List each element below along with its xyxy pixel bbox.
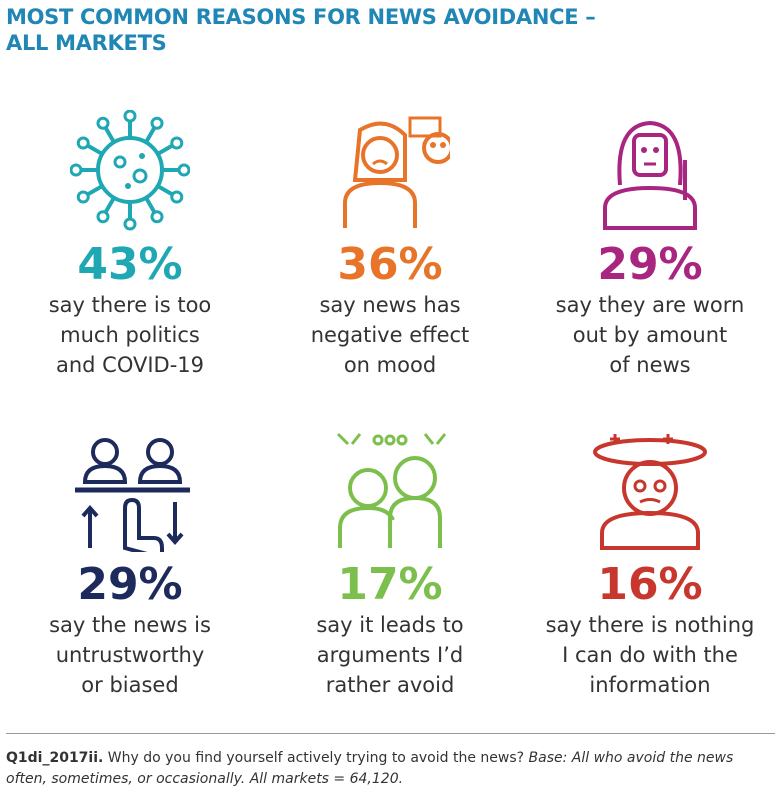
percentage: 36% — [337, 239, 443, 290]
percentage: 17% — [337, 559, 443, 610]
icon — [70, 110, 190, 231]
footnote-code: Q1di_2017ii. — [6, 750, 104, 766]
percentage: 29% — [597, 239, 703, 290]
description-line: say it leads to — [316, 613, 464, 637]
description-line: say there is too — [48, 293, 212, 317]
description-line: say there is nothing — [545, 613, 755, 637]
description-line: information — [589, 673, 711, 697]
description-line: say the news is — [49, 613, 211, 637]
percentage: 16% — [597, 559, 703, 610]
percentage: 43% — [77, 239, 183, 290]
reason-card: 36% say news has negative effect on mood — [260, 110, 520, 380]
description-line: say news has — [319, 293, 461, 317]
footnote-question: Why do you find yourself actively trying… — [107, 750, 525, 766]
reason-card: 17% say it leads to arguments I’d rather av… — [260, 430, 520, 700]
icon — [593, 434, 707, 550]
description-line: I can do with the — [562, 643, 738, 667]
title-line: ALL MARKETS — [6, 31, 167, 55]
footnote: Q1di_2017ii. Why do you find yourself ac… — [6, 748, 766, 790]
percentage: 29% — [77, 559, 183, 610]
icon — [75, 438, 190, 552]
reason-card: 16% say there is nothing I can do with the… — [520, 430, 780, 700]
title: MOST COMMON REASONS FOR NEWS AVOIDANCE –… — [6, 4, 596, 56]
description-line: rather avoid — [325, 673, 455, 697]
icon — [343, 116, 450, 228]
description-line: and COVID-19 — [55, 353, 205, 377]
footnote-base: Base: All who avoid the news often, some… — [6, 750, 734, 787]
description-line: arguments I’d — [316, 643, 464, 667]
description-line: untrustworthy — [55, 643, 205, 667]
icon — [603, 120, 697, 230]
reason-card: 43% say there is too much politics and COVI… — [0, 110, 260, 380]
description-line: much politics — [60, 323, 200, 347]
description-line: negative effect — [310, 323, 470, 347]
description-line: out by amount — [572, 323, 728, 347]
icon — [336, 432, 447, 548]
reason-card: 29% say the news is untrustworthy or biased — [0, 430, 260, 700]
reason-card: 29% say they are worn out by amount of news — [520, 110, 780, 380]
description-line: on mood — [343, 353, 437, 377]
title-line: MOST COMMON REASONS FOR NEWS AVOIDANCE – — [6, 5, 596, 29]
description-line: of news — [609, 353, 691, 377]
divider — [6, 733, 775, 734]
description-line: say they are worn — [555, 293, 745, 317]
description-line: or biased — [81, 673, 179, 697]
